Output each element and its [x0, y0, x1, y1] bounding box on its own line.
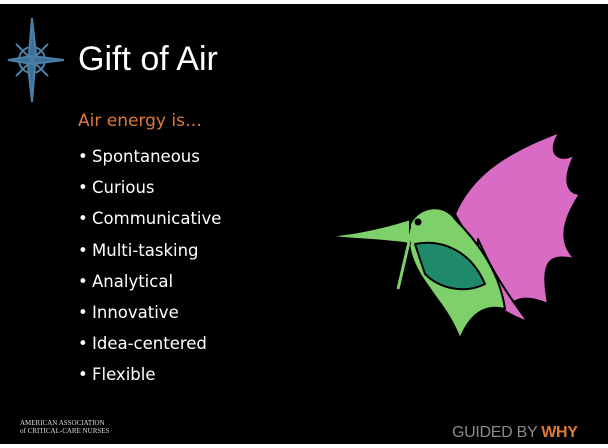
- bullet-item: Curious: [78, 172, 221, 203]
- hummingbird: [325, 132, 580, 339]
- bullet-item: Communicative: [78, 203, 221, 234]
- slide: Gift of Air Air energy is… SpontaneousCu…: [0, 4, 608, 444]
- tagline-text: GUIDED BY: [452, 424, 537, 441]
- organization-line: AMERICAN ASSOCIATION: [20, 419, 109, 427]
- bullet-item: Analytical: [78, 266, 221, 297]
- bullet-list: SpontaneousCuriousCommunicativeMulti-tas…: [78, 141, 221, 391]
- organization-logo: AMERICAN ASSOCIATION of CRITICAL-CARE NU…: [20, 419, 109, 435]
- compass-icon: [8, 18, 64, 102]
- page: Gift of Air Air energy is… SpontaneousCu…: [0, 0, 608, 448]
- tagline: GUIDED BY WHY: [452, 424, 578, 442]
- slide-title: Gift of Air: [78, 40, 218, 79]
- tagline-emphasis: WHY: [541, 424, 577, 441]
- bullet-item: Innovative: [78, 297, 221, 328]
- organization-line: of CRITICAL-CARE NURSES: [20, 427, 109, 435]
- bullet-item: Multi-tasking: [78, 235, 221, 266]
- bullet-item: Idea-centered: [78, 328, 221, 359]
- bullet-item: Spontaneous: [78, 141, 221, 172]
- bullet-item: Flexible: [78, 359, 221, 390]
- slide-subtitle: Air energy is…: [78, 111, 202, 131]
